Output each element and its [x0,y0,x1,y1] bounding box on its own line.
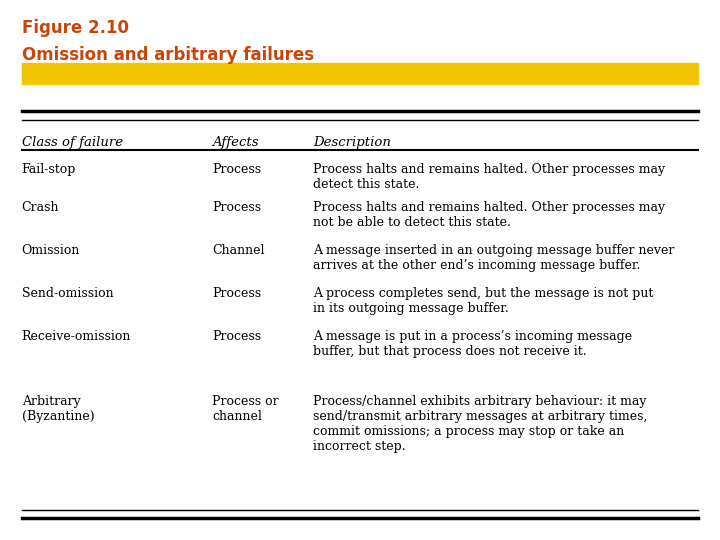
Text: Class of failure: Class of failure [22,136,122,149]
Text: A process completes send, but the message is not put
in its outgoing message buf: A process completes send, but the messag… [313,287,654,315]
Text: A message is put in a process’s incoming message
buffer, but that process does n: A message is put in a process’s incoming… [313,330,632,359]
Text: Process or
channel: Process or channel [212,395,279,423]
Text: Process: Process [212,163,261,176]
Text: Description: Description [313,136,391,149]
Text: Process halts and remains halted. Other processes may
detect this state.: Process halts and remains halted. Other … [313,163,665,191]
Text: Omission and arbitrary failures: Omission and arbitrary failures [22,46,314,64]
Text: Figure 2.10: Figure 2.10 [22,19,129,37]
Text: A message inserted in an outgoing message buffer never
arrives at the other end’: A message inserted in an outgoing messag… [313,244,675,272]
Text: Process halts and remains halted. Other processes may
not be able to detect this: Process halts and remains halted. Other … [313,201,665,229]
Text: Fail-stop: Fail-stop [22,163,76,176]
Text: Send-omission: Send-omission [22,287,113,300]
Text: Omission: Omission [22,244,80,257]
Text: Process: Process [212,330,261,343]
Text: Process: Process [212,287,261,300]
Text: Process/channel exhibits arbitrary behaviour: it may
send/transmit arbitrary mes: Process/channel exhibits arbitrary behav… [313,395,647,453]
Text: Process: Process [212,201,261,214]
Text: Crash: Crash [22,201,59,214]
Text: Arbitrary
(Byzantine): Arbitrary (Byzantine) [22,395,94,423]
Bar [22,63,698,84]
Text: Receive-omission: Receive-omission [22,330,131,343]
Text: Affects: Affects [212,136,259,149]
Text: Channel: Channel [212,244,265,257]
